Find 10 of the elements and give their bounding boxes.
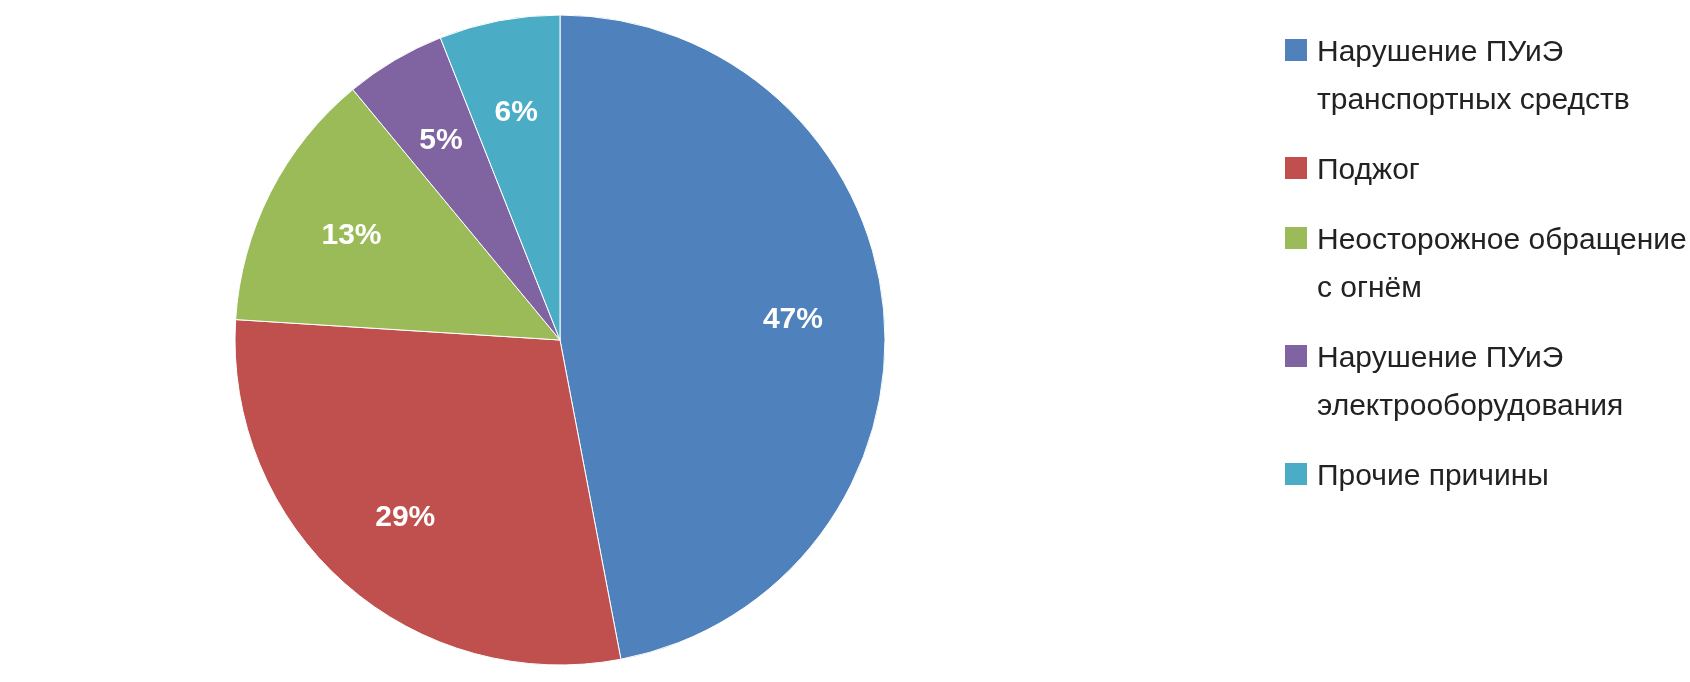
legend-label: Прочие причины [1317,457,1549,491]
data-label: 13% [321,217,382,251]
legend-label: Нарушение ПУиЭ электрооборудования [1317,339,1624,421]
data-label: 47% [762,301,823,335]
data-label: 29% [375,499,436,533]
data-label: 6% [494,93,538,127]
legend-label: Нарушение ПУиЭ транспортных средств [1317,33,1630,115]
data-label: 5% [419,122,463,156]
legend-label: Неосторожное обращение с огнём [1317,221,1687,303]
legend-label: Поджог [1317,151,1420,185]
